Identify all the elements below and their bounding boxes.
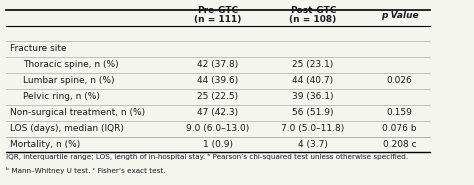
Text: Pelvic ring, n (%): Pelvic ring, n (%) xyxy=(23,92,100,101)
Text: Thoracic spine, n (%): Thoracic spine, n (%) xyxy=(23,60,118,69)
Text: 47 (42.3): 47 (42.3) xyxy=(197,108,238,117)
Text: 42 (37.8): 42 (37.8) xyxy=(197,60,238,69)
Text: IQR, interquartile range; LOS, length of in-hospital stay. ᵃ Pearson’s chi-squar: IQR, interquartile range; LOS, length of… xyxy=(6,154,408,160)
Text: 0.159: 0.159 xyxy=(387,108,412,117)
Text: LOS (days), median (IQR): LOS (days), median (IQR) xyxy=(10,124,124,133)
Text: 4 (3.7): 4 (3.7) xyxy=(298,140,328,149)
Text: (n = 111): (n = 111) xyxy=(194,15,241,24)
Text: Non-surgical treatment, n (%): Non-surgical treatment, n (%) xyxy=(10,108,145,117)
Text: Mortality, n (%): Mortality, n (%) xyxy=(10,140,80,149)
Text: 44 (40.7): 44 (40.7) xyxy=(292,76,334,85)
Text: 0.076 b: 0.076 b xyxy=(383,124,417,133)
Text: 56 (51.9): 56 (51.9) xyxy=(292,108,334,117)
Text: 0.026: 0.026 xyxy=(387,76,412,85)
Text: 44 (39.6): 44 (39.6) xyxy=(197,76,238,85)
Text: 9.0 (6.0–13.0): 9.0 (6.0–13.0) xyxy=(186,124,249,133)
Text: ᵇ Mann–Whitney U test. ᶜ Fisher’s exact test.: ᵇ Mann–Whitney U test. ᶜ Fisher’s exact … xyxy=(6,167,165,174)
Text: 25 (23.1): 25 (23.1) xyxy=(292,60,334,69)
Text: Post-GTC: Post-GTC xyxy=(290,6,336,15)
Text: 39 (36.1): 39 (36.1) xyxy=(292,92,334,101)
Text: 7.0 (5.0–11.8): 7.0 (5.0–11.8) xyxy=(282,124,345,133)
Text: 25 (22.5): 25 (22.5) xyxy=(197,92,238,101)
Text: p Value: p Value xyxy=(381,11,419,20)
Text: 1 (0.9): 1 (0.9) xyxy=(203,140,233,149)
Text: (n = 108): (n = 108) xyxy=(289,15,337,24)
Text: Pre-GTC: Pre-GTC xyxy=(197,6,238,15)
Text: Fracture site: Fracture site xyxy=(10,44,67,53)
Text: Lumbar spine, n (%): Lumbar spine, n (%) xyxy=(23,76,115,85)
Text: 0.208 c: 0.208 c xyxy=(383,140,416,149)
